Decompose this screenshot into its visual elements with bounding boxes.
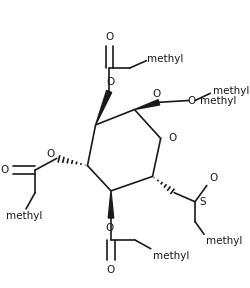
Text: methyl: methyl <box>6 211 42 221</box>
Text: O: O <box>168 133 176 143</box>
Text: methyl: methyl <box>146 54 183 64</box>
Text: O: O <box>106 265 115 275</box>
Text: O: O <box>46 149 55 159</box>
Text: O: O <box>106 77 114 87</box>
Text: O: O <box>152 89 160 99</box>
Text: O: O <box>0 165 9 175</box>
Text: O: O <box>104 32 113 42</box>
Polygon shape <box>95 90 111 125</box>
Text: methyl: methyl <box>199 96 235 105</box>
Text: methyl: methyl <box>205 236 241 246</box>
Text: methyl: methyl <box>152 251 188 261</box>
Text: methyl: methyl <box>212 86 248 96</box>
Text: O: O <box>104 223 113 232</box>
Text: O: O <box>187 96 195 105</box>
Polygon shape <box>108 191 113 218</box>
Polygon shape <box>134 100 159 109</box>
Text: S: S <box>199 197 205 207</box>
Text: O: O <box>209 173 217 183</box>
